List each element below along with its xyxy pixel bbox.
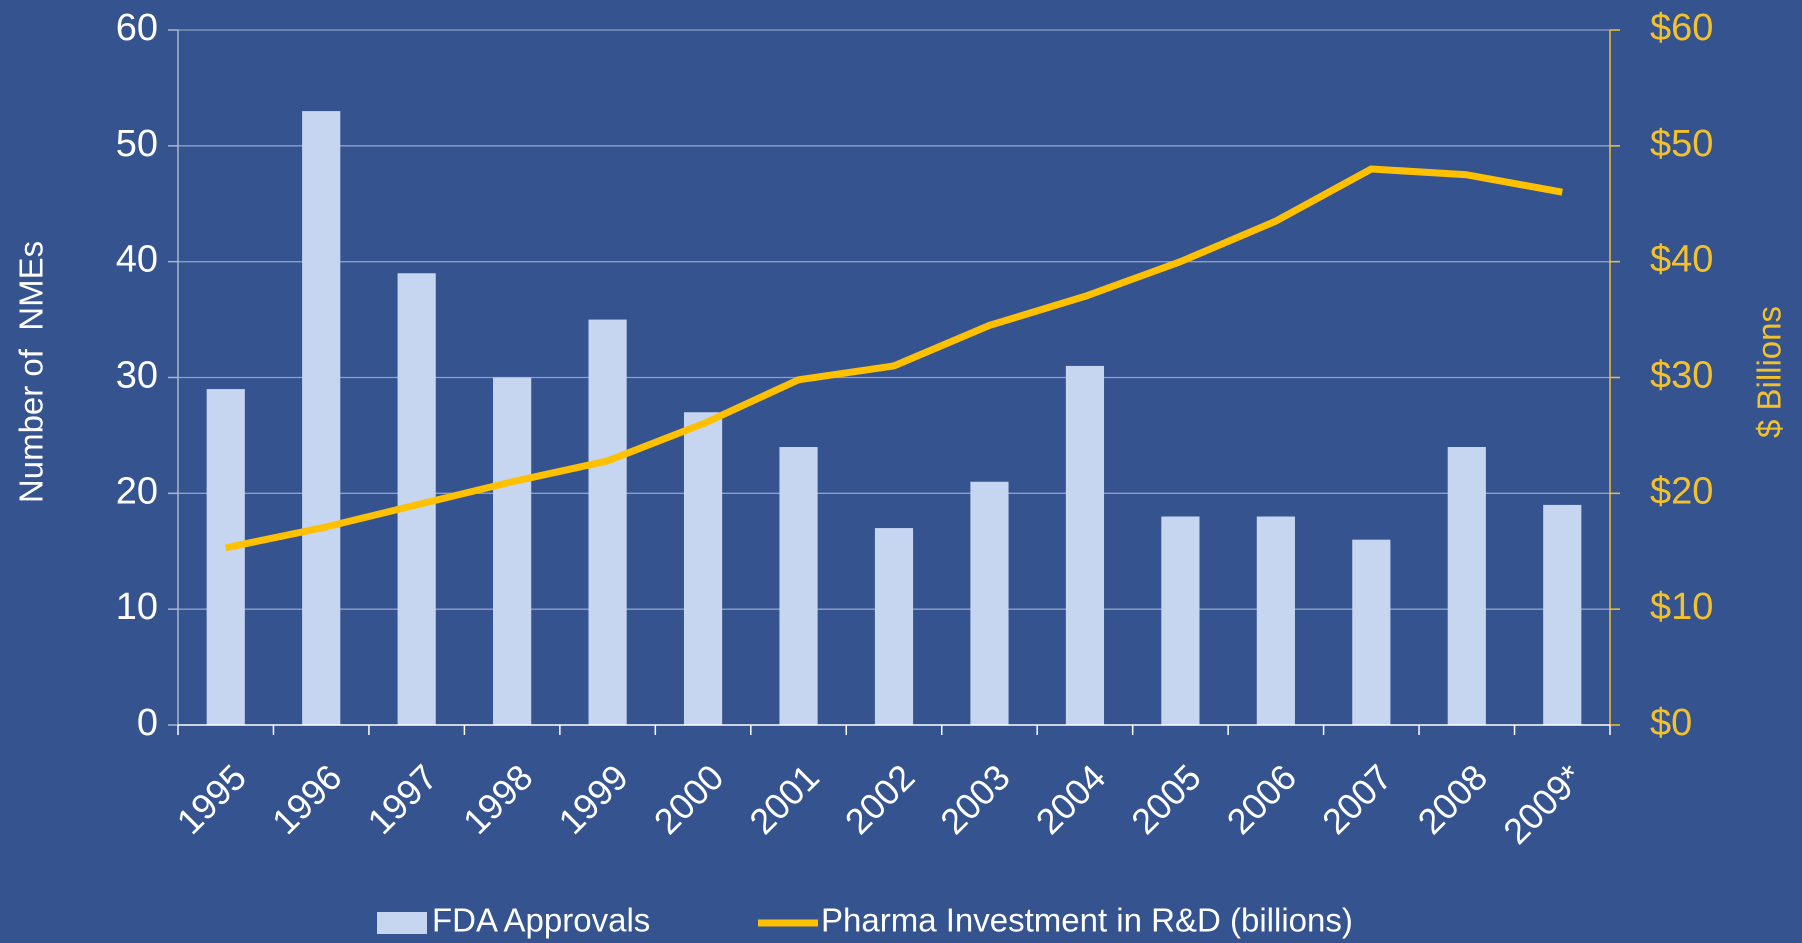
y2-tick-label: $40 <box>1650 239 1713 281</box>
y2-tick-label: $20 <box>1650 470 1713 512</box>
x-tick-label: 1996 <box>264 756 350 842</box>
x-tick-label: 1998 <box>455 756 541 842</box>
x-tick-label: 2003 <box>932 756 1018 842</box>
bar <box>1352 539 1391 725</box>
y2-tick-label: $50 <box>1650 123 1713 165</box>
x-tick-label: 1995 <box>168 756 254 842</box>
bar <box>1065 365 1105 725</box>
y-tick-label: 30 <box>116 355 158 397</box>
bar <box>493 377 532 725</box>
x-tick-label: 2006 <box>1219 756 1305 842</box>
x-tick-label: 2002 <box>837 756 923 842</box>
x-tick-label: 2009* <box>1495 756 1591 852</box>
x-tick-label: 2000 <box>646 756 732 842</box>
y2-tick-label: $10 <box>1650 586 1713 628</box>
y2-tick-label: $30 <box>1650 355 1713 397</box>
bar <box>970 481 1009 725</box>
y2-tick-label: $60 <box>1650 7 1713 49</box>
x-tick-label: 2004 <box>1028 756 1114 842</box>
legend-label: FDA Approvals <box>432 902 650 939</box>
bar <box>588 319 627 725</box>
bar <box>874 528 914 725</box>
bar <box>1447 447 1486 725</box>
y-tick-label: 20 <box>116 470 158 512</box>
y2-tick-label: $0 <box>1650 702 1692 744</box>
bar <box>302 111 341 726</box>
x-tick-label: 2005 <box>1123 756 1209 842</box>
legend-swatch <box>377 912 427 934</box>
x-tick-label: 1997 <box>359 756 445 842</box>
y2-axis-title: $ Billions <box>1751 306 1788 438</box>
bar <box>206 389 245 725</box>
y-axis-title: Number of NMEs <box>13 241 50 503</box>
bar <box>1161 516 1200 725</box>
y-tick-label: 10 <box>116 586 158 628</box>
x-tick-label: 2008 <box>1410 756 1496 842</box>
x-tick-label: 1999 <box>550 756 636 842</box>
y-tick-label: 40 <box>116 239 158 281</box>
legend-label: Pharma Investment in R&D (billions) <box>821 902 1353 939</box>
y-tick-label: 50 <box>116 123 158 165</box>
bar <box>1256 516 1295 725</box>
line-series <box>224 165 1563 552</box>
y-tick-label: 0 <box>137 702 158 744</box>
x-tick-label: 2007 <box>1314 756 1400 842</box>
y-tick-label: 60 <box>116 7 158 49</box>
x-tick-label: 2001 <box>741 756 827 842</box>
bar <box>1543 504 1582 725</box>
bar <box>683 412 723 725</box>
bar <box>779 447 818 725</box>
